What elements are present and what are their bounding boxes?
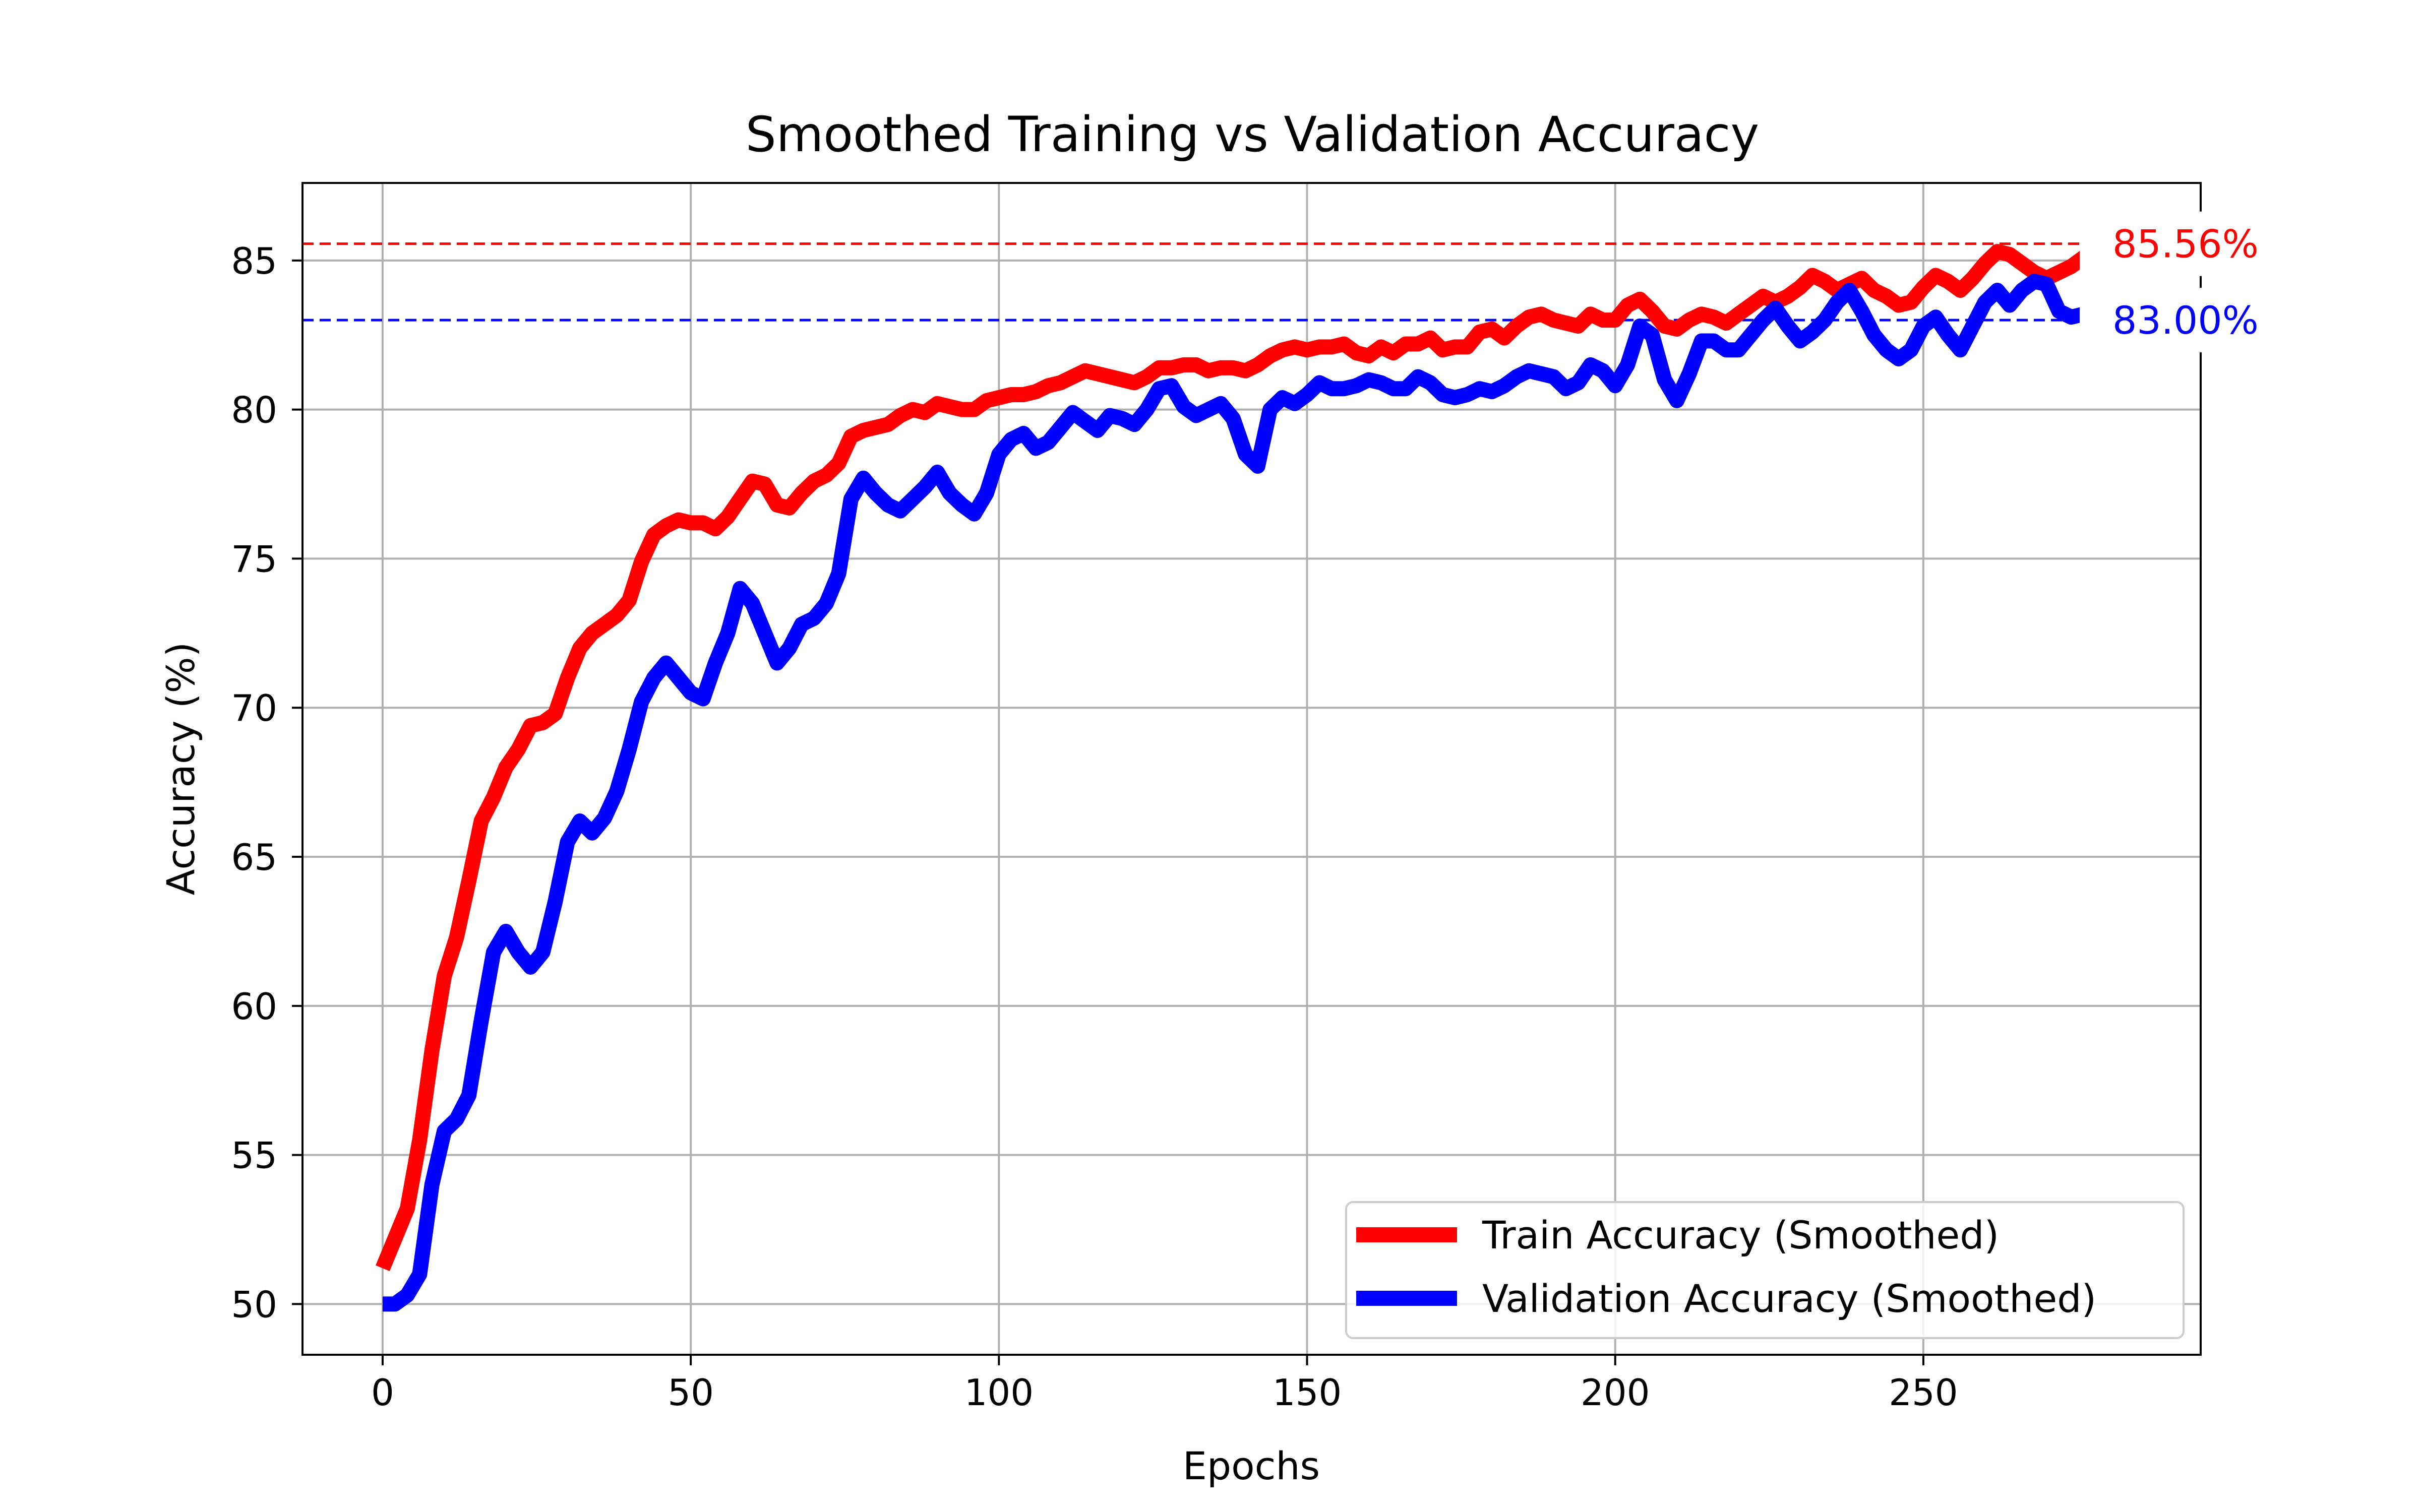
ticks: 0 50 100 150 200 250 50 55 60 65 70 75 80 85 [231, 240, 1958, 1414]
reference-labels: 85.56% 83.00% [2080, 211, 2291, 353]
x-axis-label: Epochs [1183, 1443, 1320, 1488]
x-tick-label: 100 [964, 1371, 1034, 1414]
plot-frame [301, 182, 2202, 1356]
legend: Train Accuracy (Smoothed) Validation Acc… [1345, 1201, 2185, 1339]
series [376, 230, 2113, 1312]
reference-lines [302, 242, 2201, 322]
legend-box [1345, 1201, 2185, 1339]
x-tick-label: 250 [1889, 1371, 1958, 1414]
y-tick-label: 50 [231, 1283, 277, 1326]
legend-label-train: Train Accuracy (Smoothed) [1482, 1213, 1999, 1257]
y-tick-label: 80 [231, 389, 277, 431]
x-tick-label: 200 [1581, 1371, 1650, 1414]
legend-label-validation: Validation Accuracy (Smoothed) [1482, 1276, 2096, 1321]
y-tick-label: 60 [231, 985, 277, 1028]
reference-label-train-final: 85.56% [2112, 222, 2259, 267]
y-tick-label: 65 [231, 836, 277, 878]
y-tick-label: 70 [231, 687, 277, 729]
y-tick-label: 55 [231, 1135, 277, 1177]
x-tick-label: 0 [371, 1371, 394, 1414]
y-tick-label: 75 [231, 538, 277, 580]
x-tick-label: 150 [1273, 1371, 1342, 1414]
x-tick-label: 50 [668, 1371, 714, 1414]
grid [302, 183, 2201, 1355]
y-axis-label: Accuracy (%) [158, 642, 203, 896]
chart-title: Smoothed Training vs Validation Accuracy [746, 106, 1759, 163]
series-line-0 [376, 230, 2113, 1272]
reference-label-background [2080, 288, 2291, 353]
series-line-1 [382, 274, 2110, 1312]
y-tick-label: 85 [231, 240, 277, 282]
reference-label-background [2080, 211, 2291, 276]
reference-label-validation-final: 83.00% [2112, 298, 2259, 343]
